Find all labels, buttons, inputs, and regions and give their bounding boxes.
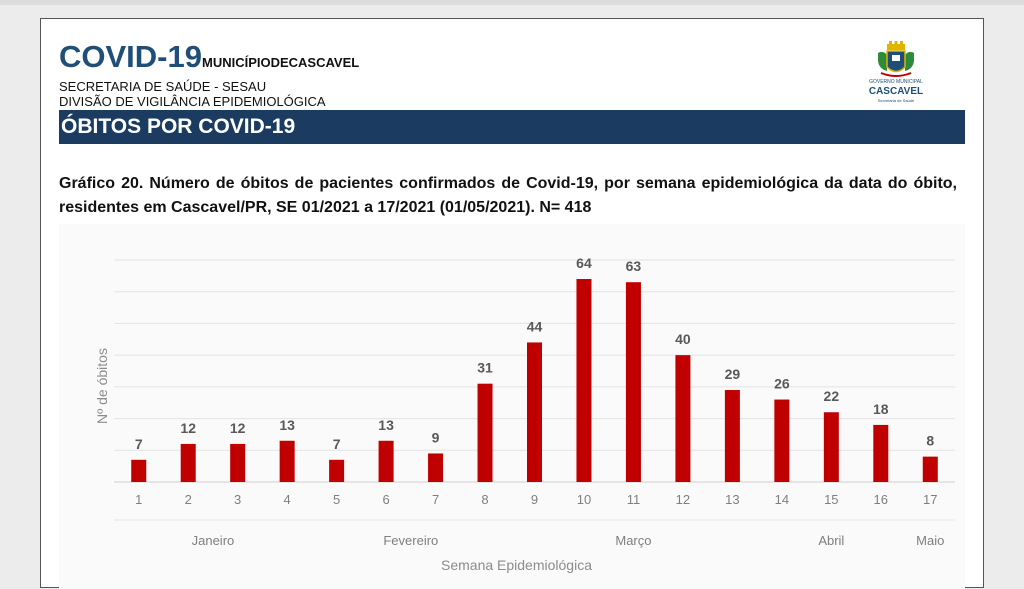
bar-week-2	[180, 443, 196, 482]
x-tick-label: 16	[874, 492, 888, 507]
x-tick-label: 11	[627, 492, 641, 507]
x-tick-label: 15	[824, 492, 838, 507]
bar-week-11	[625, 282, 641, 482]
bar-week-12	[675, 355, 691, 482]
x-tick-label: 3	[234, 492, 241, 507]
data-label: 26	[774, 376, 790, 392]
bar-chart: 7 1 12 2 12 3 13 4 7 5 13 6 9 7 31 8 44 9 64 10 63 11 40 12 29 13…	[94, 255, 955, 573]
data-label: 9	[432, 429, 440, 445]
month-label: Maio	[916, 533, 944, 548]
bar-week-4	[279, 440, 295, 482]
data-label: 13	[279, 417, 295, 433]
x-tick-label: 14	[775, 492, 789, 507]
bar-week-7	[428, 453, 444, 482]
bar-week-17	[922, 456, 938, 482]
division-line: DIVISÃO DE VIGILÂNCIA EPIDEMIOLÓGICA	[59, 94, 326, 109]
chart-caption: Gráfico 20. Número de óbitos de paciente…	[59, 175, 957, 216]
secretariat-line: SECRETARIA DE SAÚDE - SESAU	[59, 79, 267, 94]
logo-city-text: CASCAVEL	[868, 86, 924, 97]
data-label: 29	[725, 366, 741, 382]
bar-week-10	[576, 279, 592, 482]
title-municipality: MUNICÍPIODECASCAVEL	[201, 55, 360, 70]
bar-week-16	[873, 424, 889, 482]
x-axis-title: Semana Epidemiológica	[441, 557, 592, 573]
x-tick-label: 10	[577, 492, 591, 507]
data-label: 40	[675, 331, 691, 347]
bar-week-13	[724, 390, 740, 482]
bar-week-3	[230, 443, 246, 482]
logo-government-text: GOVERNO MUNICIPAL	[869, 79, 923, 85]
month-label: Abril	[818, 533, 844, 548]
data-label: 22	[824, 388, 840, 404]
x-tick-label: 7	[432, 492, 439, 507]
bar-week-1	[131, 459, 147, 482]
bar-week-8	[477, 383, 493, 482]
bar-week-15	[823, 412, 839, 482]
x-tick-label: 4	[284, 492, 291, 507]
x-tick-label: 2	[185, 492, 192, 507]
data-label: 64	[576, 255, 592, 271]
data-label: 8	[926, 433, 934, 449]
month-label: Fevereiro	[383, 533, 438, 548]
data-label: 7	[333, 436, 341, 452]
x-tick-label: 6	[382, 492, 389, 507]
x-tick-label: 1	[135, 492, 142, 507]
cascavel-logo: GOVERNO MUNICIPAL CASCAVEL Secretaria de…	[859, 41, 933, 103]
x-tick-label: 9	[531, 492, 538, 507]
x-tick-label: 5	[333, 492, 340, 507]
data-label: 12	[230, 420, 246, 436]
x-tick-label: 13	[725, 492, 739, 507]
y-axis-title: Nº de óbitos	[94, 348, 110, 424]
x-tick-label: 12	[676, 492, 690, 507]
data-label: 31	[477, 360, 493, 376]
data-label: 63	[626, 258, 642, 274]
section-banner: ÓBITOS POR COVID-19	[59, 110, 965, 144]
top-separator	[0, 0, 1024, 5]
data-label: 7	[135, 436, 143, 452]
logo-secretariat-text: Secretaria de Saúde	[877, 98, 915, 103]
bar-week-9	[527, 342, 542, 482]
data-label: 12	[180, 420, 196, 436]
bar-week-5	[329, 459, 345, 482]
document-title: COVID-19MUNICÍPIODECASCAVEL	[59, 39, 359, 75]
data-label: 18	[873, 401, 889, 417]
month-label: Janeiro	[192, 533, 235, 548]
month-label: Março	[615, 533, 651, 548]
document-page: COVID-19MUNICÍPIODECASCAVEL SECRETARIA D…	[40, 18, 984, 589]
chart-area: 7 1 12 2 12 3 13 4 7 5 13 6 9 7 31 8 44 9 64 10 63 11 40 12 29 13…	[59, 224, 965, 589]
x-tick-label: 8	[481, 492, 488, 507]
x-tick-label: 17	[923, 492, 937, 507]
bar-week-6	[378, 440, 394, 482]
bar-week-14	[774, 399, 790, 482]
title-covid: COVID-19	[59, 39, 202, 74]
data-label: 44	[527, 318, 543, 334]
cascavel-coat-of-arms-icon	[878, 41, 914, 77]
data-label: 13	[378, 417, 394, 433]
